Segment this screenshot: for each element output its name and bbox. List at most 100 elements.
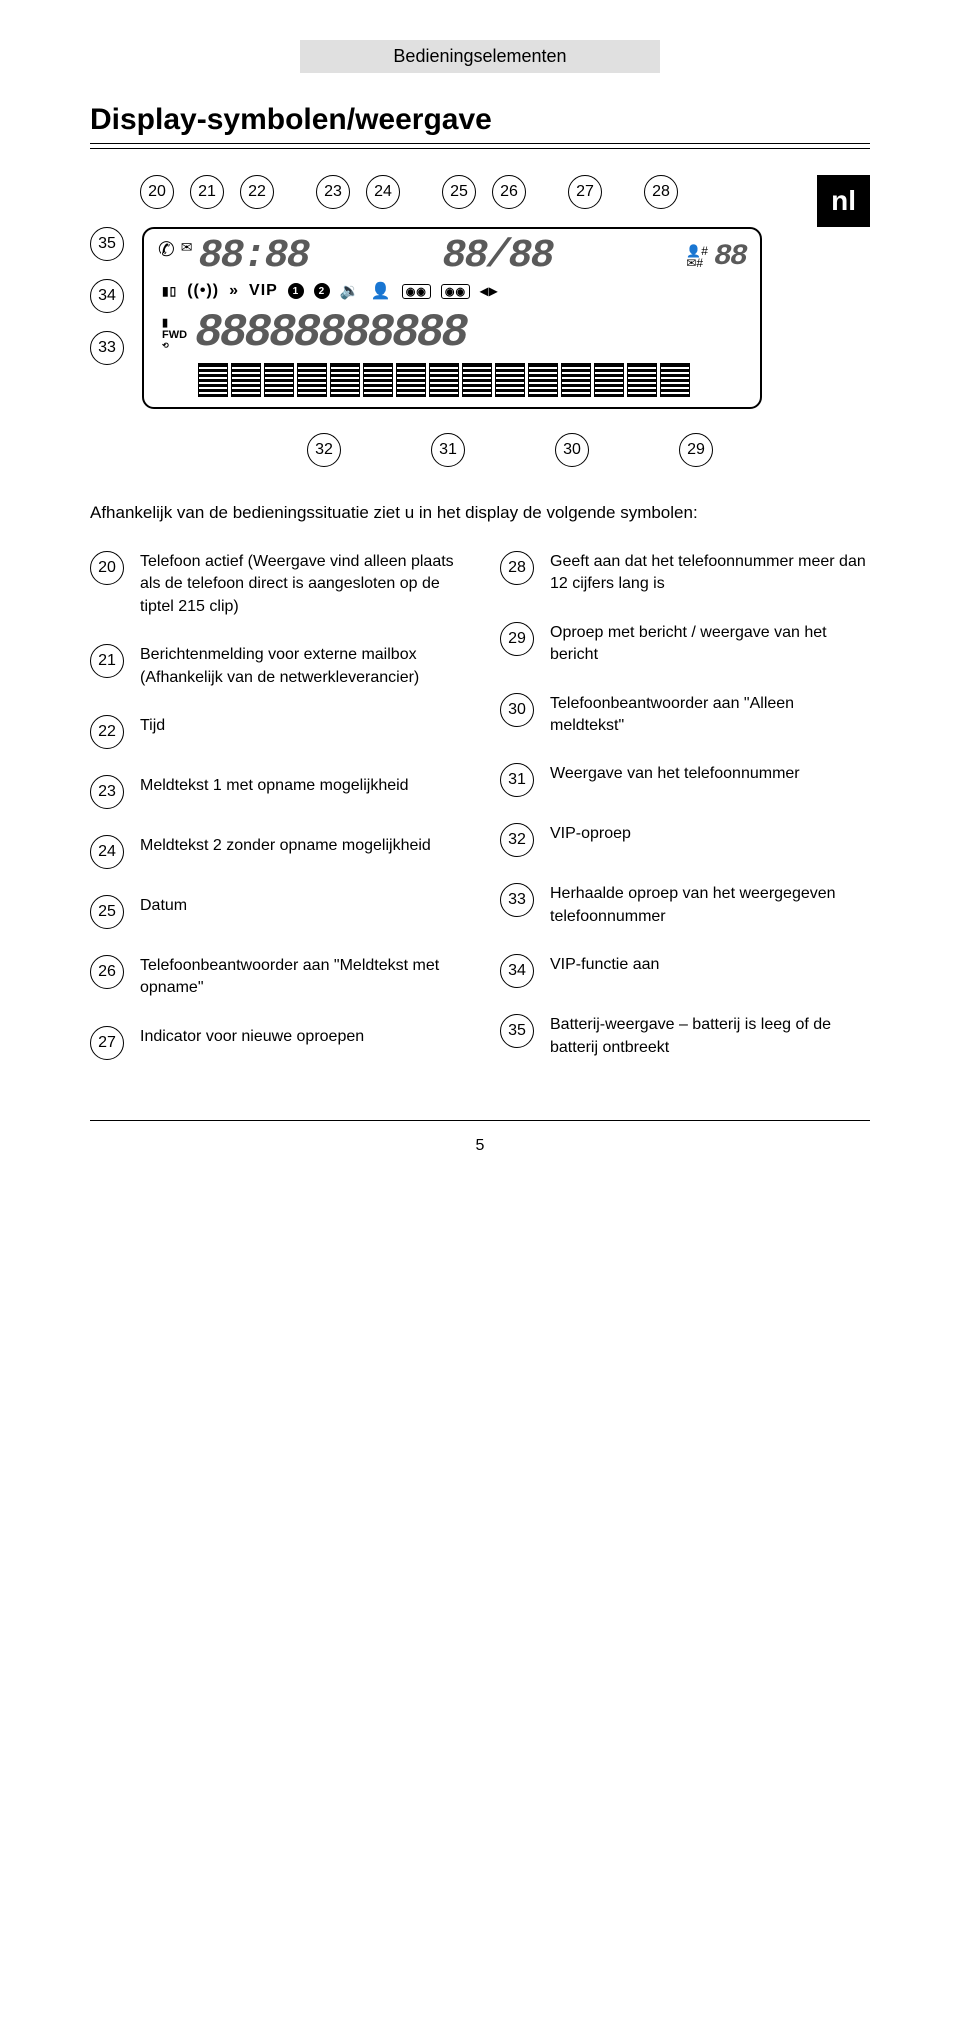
desc-num: 31	[500, 763, 534, 797]
phone-icon: ✆	[158, 237, 175, 262]
forward-arrow-icon: »	[229, 282, 239, 300]
desc-num: 33	[500, 883, 534, 917]
desc-item: 29 Oproep met bericht / weergave van het …	[500, 622, 870, 667]
desc-text: VIP-functie aan	[550, 954, 659, 976]
desc-num: 26	[90, 955, 124, 989]
lcd-count-seg: 88	[714, 242, 746, 272]
desc-text: VIP-oproep	[550, 823, 631, 845]
lcd-display: ✆ ✉ 88:88 88/88 👤# ✉# 88 ▮▯ ((•)) » VIP …	[142, 227, 762, 409]
desc-text: Geeft aan dat het telefoonnummer meer da…	[550, 551, 870, 596]
desc-item: 33 Herhaalde oproep van het weergegeven t…	[500, 883, 870, 928]
section-header: Bedieningselementen	[300, 40, 660, 73]
callout-29: 29	[679, 433, 713, 467]
lcd-dot-matrix	[198, 363, 746, 397]
callout-31: 31	[431, 433, 465, 467]
desc-num: 30	[500, 693, 534, 727]
callout-34: 34	[90, 279, 124, 313]
envelope-icon: ✉	[181, 239, 193, 256]
callout-20: 20	[140, 175, 174, 209]
desc-col-right: 28 Geeft aan dat het telefoonnummer meer …	[500, 551, 870, 1060]
desc-text: Meldtekst 1 met opname mogelijkheid	[140, 775, 409, 797]
tape-1-icon: ◉◉	[402, 284, 431, 299]
desc-text: Tijd	[140, 715, 165, 737]
desc-item: 24 Meldtekst 2 zonder opname mogelijkheid	[90, 835, 460, 869]
preset-1-icon: 1	[288, 283, 304, 299]
desc-text: Berichtenmelding voor externe mailbox (A…	[140, 644, 460, 689]
desc-num: 32	[500, 823, 534, 857]
callout-32: 32	[307, 433, 341, 467]
desc-text: Herhaalde oproep van het weergegeven tel…	[550, 883, 870, 928]
desc-text: Oproep met bericht / weergave van het be…	[550, 622, 870, 667]
desc-item: 28 Geeft aan dat het telefoonnummer meer …	[500, 551, 870, 596]
callout-28: 28	[644, 175, 678, 209]
desc-item: 32 VIP-oproep	[500, 823, 870, 857]
callout-25: 25	[442, 175, 476, 209]
desc-num: 25	[90, 895, 124, 929]
desc-text: Telefoonbeantwoorder aan "Meldtekst met …	[140, 955, 460, 1000]
top-callouts-area: 20 21 22 23 24 25 26 27 28 nl	[90, 175, 870, 227]
desc-text: Batterij-weergave – batterij is leeg of …	[550, 1014, 870, 1059]
callout-26: 26	[492, 175, 526, 209]
desc-item: 20 Telefoon actief (Weergave vind alleen …	[90, 551, 460, 618]
desc-item: 31 Weergave van het telefoonnummer	[500, 763, 870, 797]
tape-2-icon: ◉◉	[441, 284, 470, 299]
callout-21: 21	[190, 175, 224, 209]
desc-num: 35	[500, 1014, 534, 1048]
callout-24: 24	[366, 175, 400, 209]
title-rule-1	[90, 143, 870, 144]
desc-text: Telefoon actief (Weergave vind alleen pl…	[140, 551, 460, 618]
callout-35: 35	[90, 227, 124, 261]
desc-item: 30 Telefoonbeantwoorder aan "Alleen meldt…	[500, 693, 870, 738]
page-title: Display-symbolen/weergave	[90, 103, 870, 137]
desc-text: Indicator voor nieuwe oproepen	[140, 1026, 364, 1048]
callout-27: 27	[568, 175, 602, 209]
desc-num: 28	[500, 551, 534, 585]
language-badge: nl	[817, 175, 870, 227]
head-icon: 👤	[371, 281, 392, 301]
nav-arrows-icon: ◂▸	[480, 281, 498, 301]
callout-30: 30	[555, 433, 589, 467]
preset-2-icon: 2	[314, 283, 330, 299]
desc-text: Telefoonbeantwoorder aan "Alleen meldtek…	[550, 693, 870, 738]
speaker-icon: 🔉	[340, 281, 361, 301]
lcd-date-seg: 88/88	[442, 237, 552, 277]
desc-num: 24	[90, 835, 124, 869]
callouts-left: 35 34 33	[90, 227, 124, 365]
desc-item: 23 Meldtekst 1 met opname mogelijkheid	[90, 775, 460, 809]
callout-33: 33	[90, 331, 124, 365]
battery-icon: ▮▯	[162, 284, 177, 298]
lcd-time-seg: 88:88	[199, 237, 309, 277]
desc-num: 21	[90, 644, 124, 678]
desc-text: Meldtekst 2 zonder opname mogelijkheid	[140, 835, 431, 857]
desc-item: 26 Telefoonbeantwoorder aan "Meldtekst me…	[90, 955, 460, 1000]
lcd-number-seg: 88888888888	[195, 307, 466, 359]
desc-num: 23	[90, 775, 124, 809]
fwd-block: ▮ FWD ⟲	[162, 316, 187, 350]
desc-item: 27 Indicator voor nieuwe oproepen	[90, 1026, 460, 1060]
callout-23: 23	[316, 175, 350, 209]
desc-num: 34	[500, 954, 534, 988]
lcd-area: 35 34 33 ✆ ✉ 88:88 88/88 👤# ✉# 88	[90, 227, 870, 409]
desc-num: 20	[90, 551, 124, 585]
callout-22: 22	[240, 175, 274, 209]
person-hash-icons: 👤# ✉#	[686, 245, 708, 269]
desc-col-left: 20 Telefoon actief (Weergave vind alleen …	[90, 551, 460, 1060]
callouts-bottom: 32 31 30 29	[150, 433, 870, 467]
desc-item: 25 Datum	[90, 895, 460, 929]
signal-icon: ((•))	[187, 282, 219, 300]
page-number: 5	[90, 1120, 870, 1155]
desc-num: 27	[90, 1026, 124, 1060]
title-rule-2	[90, 148, 870, 149]
vip-label: VIP	[249, 282, 278, 300]
desc-text: Weergave van het telefoonnummer	[550, 763, 800, 785]
desc-num: 29	[500, 622, 534, 656]
desc-item: 21 Berichtenmelding voor externe mailbox …	[90, 644, 460, 689]
description-columns: 20 Telefoon actief (Weergave vind alleen …	[90, 551, 870, 1060]
desc-num: 22	[90, 715, 124, 749]
desc-item: 35 Batterij-weergave – batterij is leeg o…	[500, 1014, 870, 1059]
desc-text: Datum	[140, 895, 187, 917]
desc-item: 34 VIP-functie aan	[500, 954, 870, 988]
callouts-top: 20 21 22 23 24 25 26 27 28	[140, 175, 789, 209]
desc-item: 22 Tijd	[90, 715, 460, 749]
intro-text: Afhankelijk van de bedieningssituatie zi…	[90, 503, 870, 523]
